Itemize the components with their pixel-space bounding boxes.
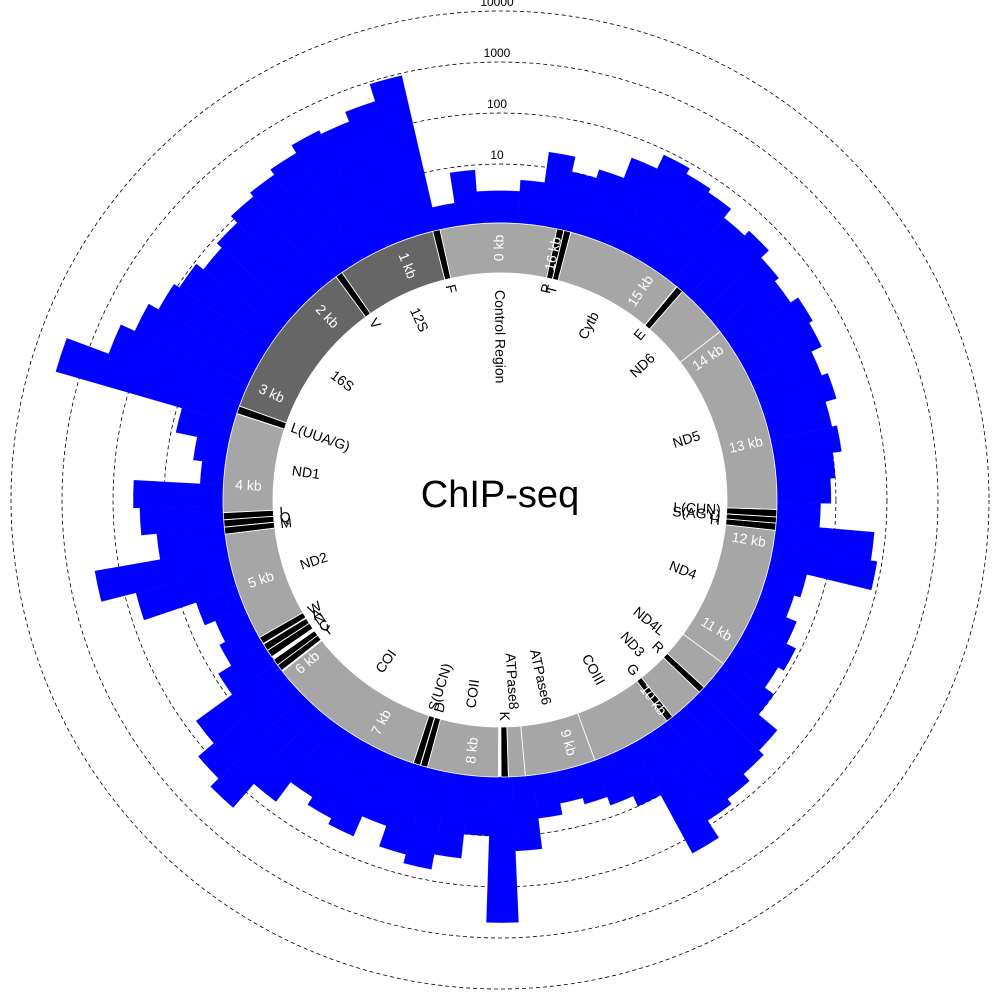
y-tick-label: 100 [487, 97, 507, 111]
gene-label: ND4L [630, 603, 668, 638]
gene-label: COII [462, 678, 482, 709]
x-tick-label: 16 kb [541, 235, 564, 272]
signal-bar [775, 502, 821, 528]
gene-label: F [443, 283, 461, 295]
x-tick-label: 8 kb [462, 736, 481, 764]
gene-label: L(CUN) [673, 499, 721, 517]
grid-circle [112, 112, 888, 888]
gene-label: 12S [407, 305, 432, 334]
gene-segment [266, 622, 314, 658]
gene-label: ND2 [298, 549, 330, 573]
signal-bar [776, 478, 832, 504]
gene-label: L(UUA/G) [289, 419, 352, 454]
y-tick-label: 10 [490, 148, 504, 162]
gene-label: COI [372, 646, 399, 676]
gene-label: ATPase8 [503, 653, 522, 711]
gene-segment [546, 228, 565, 280]
gene-label: ND3 [618, 628, 649, 660]
gene-segment [258, 612, 307, 645]
gene-label: K [497, 711, 513, 721]
gene-label: ND6 [626, 350, 658, 381]
gene-label: G [623, 660, 642, 678]
gene-label: S(AGY) [672, 503, 721, 522]
signal-bar [133, 480, 224, 509]
grid-circle [61, 61, 939, 939]
gene-segment [222, 413, 285, 513]
gene-label: E [630, 326, 648, 343]
y-tick-label: 1000 [484, 46, 511, 60]
x-tick-label: 9 kb [558, 728, 581, 758]
gene-label: Cytb [575, 309, 602, 342]
gene-label: ND1 [291, 462, 321, 482]
gene-label: H [709, 511, 721, 528]
gene-label: R [649, 638, 667, 657]
gene-label: P [537, 282, 555, 295]
gene-label: 16S [328, 367, 358, 395]
gene-label: ND5 [671, 427, 703, 451]
chart-title: ChIP-seq [421, 474, 579, 516]
gene-label: COIII [579, 651, 609, 687]
signal-bar [499, 190, 520, 224]
gene-segment [277, 634, 322, 672]
x-tick-label: 0 kb [491, 235, 507, 262]
signal-bar [476, 190, 501, 224]
gene-label: Y [319, 620, 337, 639]
gene-label: ND4 [667, 557, 699, 582]
y-tick-label: 10000 [480, 0, 514, 9]
gene-label: Q [279, 509, 291, 526]
x-tick-label: 4 kb [235, 476, 262, 493]
grid-circle [10, 10, 990, 990]
gene-label: I [279, 503, 284, 519]
signal-bar [200, 460, 226, 486]
gene-label: Control Region [492, 290, 509, 383]
x-tick-label: 12 kb [731, 529, 768, 550]
gene-label: D [430, 700, 448, 714]
gene-segment [426, 718, 500, 778]
x-tick-label: 13 kb [727, 433, 764, 456]
gene-label: V [366, 315, 385, 332]
gene-label: M [279, 514, 292, 531]
gene-segment [644, 286, 683, 330]
gene-label: ATPase6 [527, 648, 555, 707]
